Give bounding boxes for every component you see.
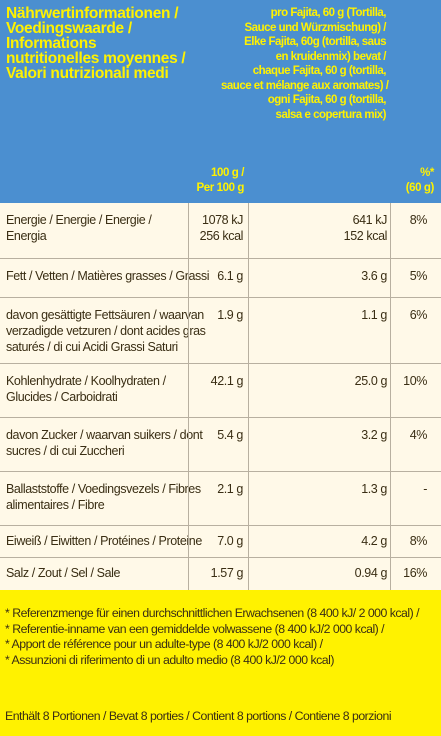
nutrient-label: davon Zucker / waarvan suikers / dont suc… xyxy=(6,428,203,458)
serving-header-line: en kruidenmix) bevat / xyxy=(275,50,387,63)
per100-header-line: 100 g / xyxy=(211,167,244,179)
serving-header-line: pro Fajita, 60 g (Tortilla, xyxy=(270,7,387,19)
table-header: Nährwertinformationen / Voedingswaarde /… xyxy=(0,0,441,203)
nutrient-label: Eiweiß / Eiwitten / Protéines / Proteine xyxy=(6,534,202,548)
table-row: Salz / Zout / Sel / Sale 1.57 g 0.94 g 1… xyxy=(0,558,441,590)
serving-value: 641 kJ 152 kcal xyxy=(343,213,388,243)
percent-value: 16% xyxy=(403,566,427,580)
serving-value: 0.94 g xyxy=(354,566,388,580)
title-line: Nährwertinformationen / xyxy=(6,5,179,22)
nutrient-label: Salz / Zout / Sel / Sale xyxy=(6,566,121,580)
table-row: Kohlenhydrate / Koolhydraten / Glucides /… xyxy=(0,364,441,418)
serving-header-line: salsa e copertura mix) xyxy=(275,108,387,121)
footnote-line: * Assunzioni di riferimento di un adulto… xyxy=(5,652,334,667)
nutrient-label: Fett / Vetten / Matières grasses / Grass… xyxy=(6,269,210,283)
table-row: Energie / Energie / Energie / Energia 107… xyxy=(0,203,441,259)
per100-value: 7.0 g xyxy=(217,534,243,548)
percent-column-header: %* (60 g) xyxy=(392,166,435,195)
per100-value: 2.1 g xyxy=(217,482,243,496)
per100-header-line: Per 100 g xyxy=(196,181,244,194)
percent-value: 8% xyxy=(409,213,428,227)
column-divider xyxy=(248,203,249,590)
table-row: davon gesättigte Fettsäuren / waarvan ver… xyxy=(0,298,441,364)
percent-value: 6% xyxy=(409,308,428,322)
table-row: Eiweiß / Eiwitten / Protéines / Proteine… xyxy=(0,526,441,558)
table-row: Fett / Vetten / Matières grasses / Grass… xyxy=(0,259,441,298)
percent-value: 4% xyxy=(409,428,428,442)
table-row: Ballaststoffe / Voedingsvezels / Fibres a… xyxy=(0,472,441,526)
title-line: Voedingswaarde / xyxy=(6,20,132,37)
per100-value: 5.4 g xyxy=(217,428,243,442)
column-divider xyxy=(188,203,189,590)
percent-value: 8% xyxy=(409,534,428,548)
serving-value: 1.1 g xyxy=(361,308,387,322)
per100-value: 42.1 g xyxy=(210,374,244,388)
serving-value: 4.2 g xyxy=(361,534,387,548)
per100-value: 1.9 g xyxy=(217,308,243,322)
serving-value: 3.6 g xyxy=(361,269,387,283)
footnote-line: * Referentie-inname van een gemiddelde v… xyxy=(5,621,385,636)
percent-header-line: (60 g) xyxy=(405,181,435,194)
nutrition-title: Nährwertinformationen / Voedingswaarde /… xyxy=(6,5,226,82)
serving-column-header: pro Fajita, 60 g (Tortilla, Sauce und Wü… xyxy=(221,6,389,122)
column-divider xyxy=(390,203,391,590)
serving-header-line: chaque Fajita, 60 g (tortilla, xyxy=(252,65,387,77)
footnote-line: * Referenzmenge für einen durchschnittli… xyxy=(5,606,420,620)
title-line: Valori nutrizionali medi xyxy=(6,65,169,82)
percent-value: - xyxy=(423,482,427,496)
serving-header-line: Sauce und Würzmischung) / xyxy=(244,21,387,34)
reference-footnotes: * Referenzmenge für einen durchschnittli… xyxy=(5,606,437,668)
serving-value: 3.2 g xyxy=(361,428,387,442)
serving-value: 25.0 g xyxy=(354,374,388,388)
per100-value: 1.57 g xyxy=(210,566,244,580)
nutrient-label: Kohlenhydrate / Koolhydraten / Glucides /… xyxy=(6,374,166,404)
footnote-line: * Apport de référence pour un adulte-typ… xyxy=(5,637,323,651)
title-line: nutritionelles moyennes / xyxy=(6,50,186,67)
portions-note: Enthält 8 Portionen / Bevat 8 porties / … xyxy=(5,709,392,723)
per100-value: 1078 kJ 256 kcal xyxy=(199,213,244,243)
nutrient-label: Energie / Energie / Energie / Energia xyxy=(6,213,152,243)
per100-value: 6.1 g xyxy=(217,269,243,283)
title-line: Informations xyxy=(6,35,97,52)
percent-header-line: %* xyxy=(420,167,434,179)
serving-value: 1.3 g xyxy=(361,482,387,496)
serving-header-line: sauce et mélange aux aromates) / xyxy=(221,79,389,92)
table-row: davon Zucker / waarvan suikers / dont suc… xyxy=(0,418,441,472)
per100-column-header: 100 g / Per 100 g xyxy=(189,166,244,195)
nutrient-label: davon gesättigte Fettsäuren / waarvan ver… xyxy=(6,308,206,354)
percent-value: 10% xyxy=(403,374,427,388)
nutrient-label: Ballaststoffe / Voedingsvezels / Fibres a… xyxy=(6,482,201,512)
percent-value: 5% xyxy=(409,269,428,283)
serving-header-line: Elke Fajita, 60g (tortilla, saus xyxy=(244,36,386,48)
serving-header-line: ogni Fajita, 60 g (tortilla, xyxy=(267,94,387,106)
nutrition-table: Energie / Energie / Energie / Energia 107… xyxy=(0,203,441,590)
